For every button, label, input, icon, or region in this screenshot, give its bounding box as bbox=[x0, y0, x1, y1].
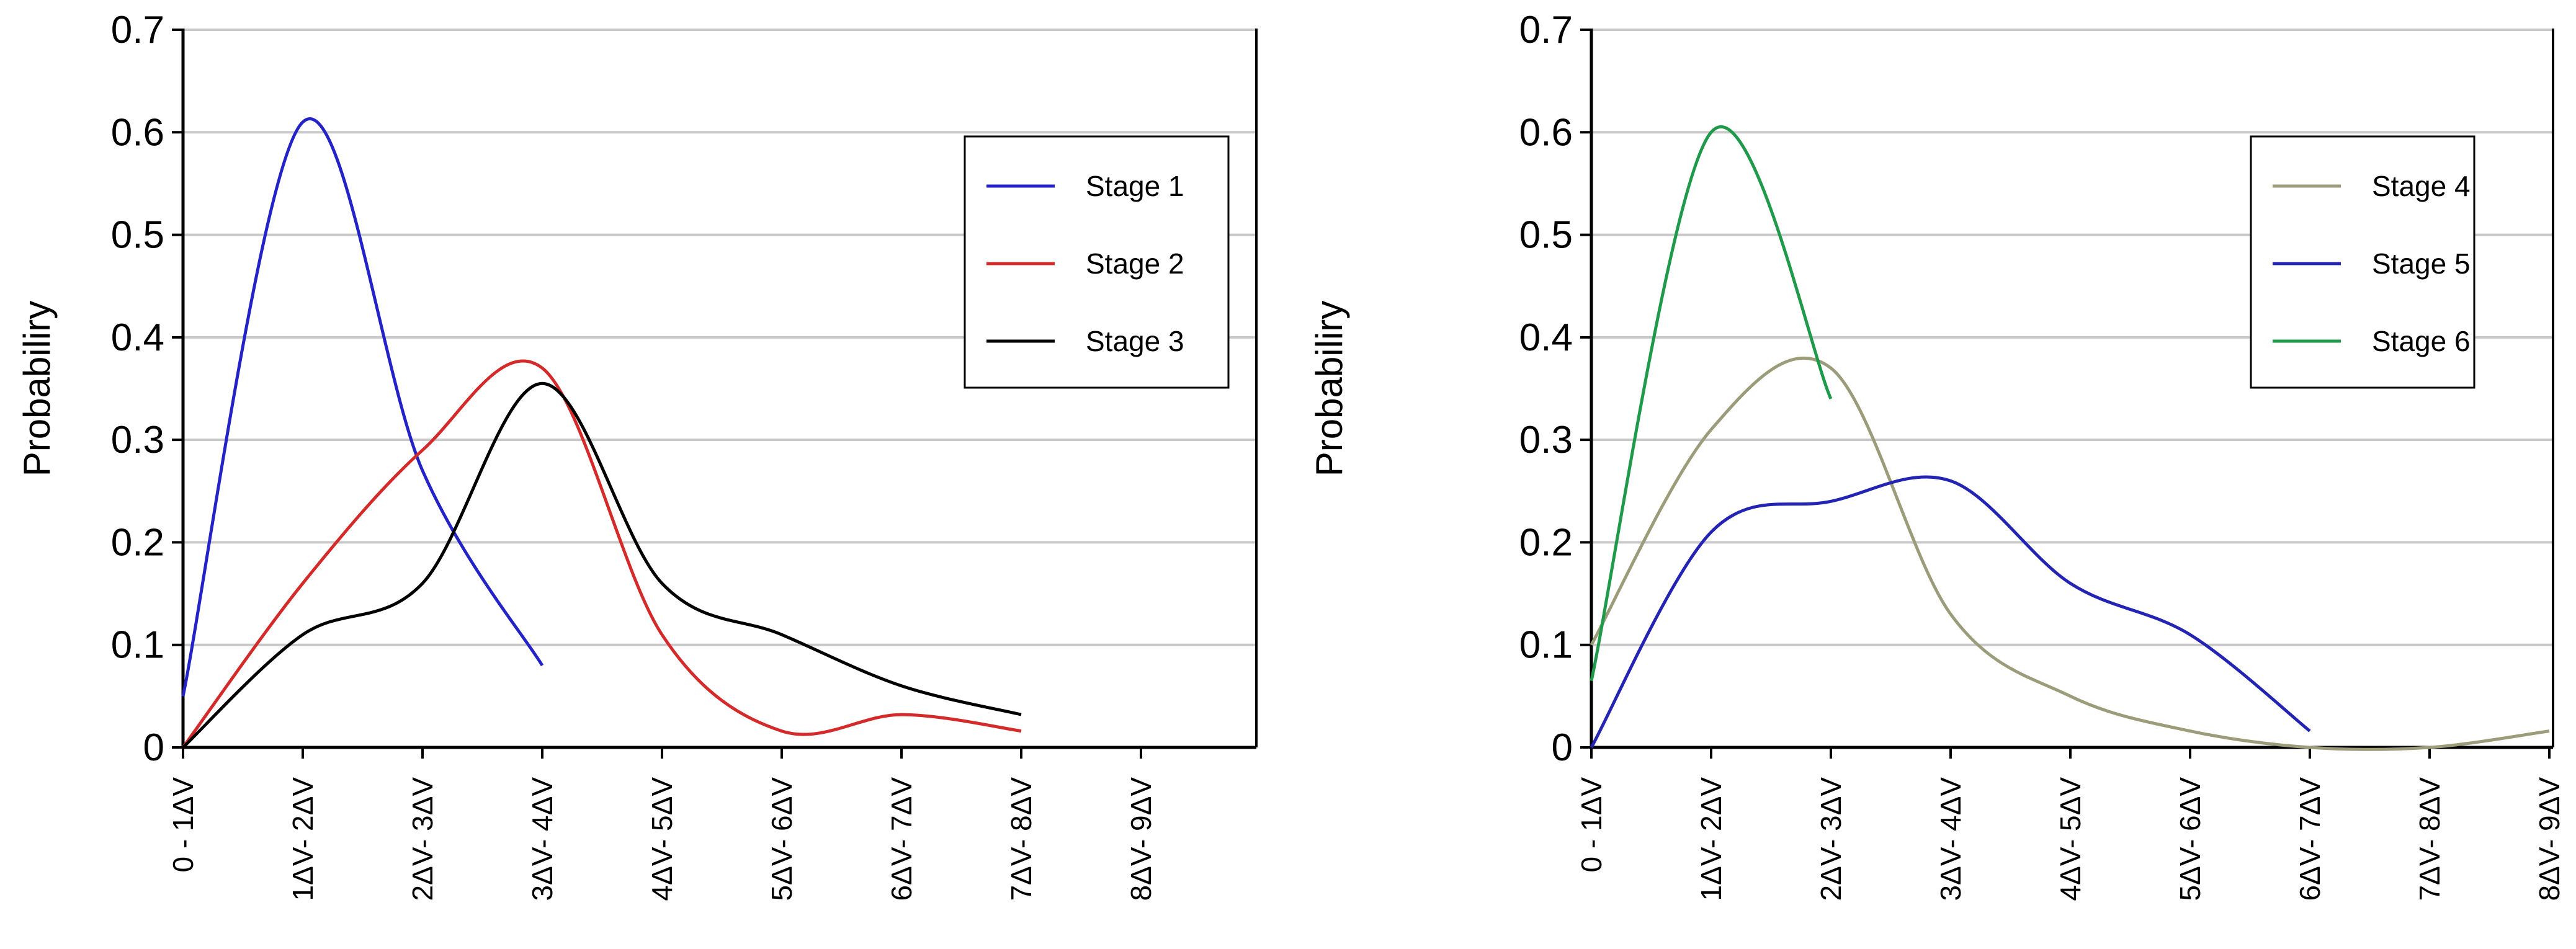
series-line bbox=[182, 381, 1022, 749]
y-tick-label: 0.1 bbox=[111, 624, 164, 667]
y-tick-label: 0.6 bbox=[1519, 111, 1573, 154]
x-tick-label: 8ΔV- 9ΔV bbox=[2533, 777, 2565, 901]
x-tick-label: 4ΔV- 5ΔV bbox=[2054, 777, 2086, 901]
x-tick-label: 5ΔV- 6ΔV bbox=[2174, 777, 2206, 901]
x-tick-label: 1ΔV- 2ΔV bbox=[1695, 777, 1727, 901]
x-tick-label: 7ΔV- 8ΔV bbox=[2413, 777, 2446, 901]
x-tick-label: 5ΔV- 6ΔV bbox=[766, 777, 798, 901]
legend-label: Stage 1 bbox=[1086, 170, 1184, 202]
x-tick-label: 8ΔV- 9ΔV bbox=[1125, 777, 1157, 901]
y-axis-label: Probabiliry bbox=[16, 301, 58, 476]
series-line bbox=[1590, 356, 2550, 751]
x-tick-label: 2ΔV- 3ΔV bbox=[1815, 777, 1847, 901]
y-tick-label: 0.1 bbox=[1519, 624, 1573, 667]
x-tick-label: 2ΔV- 3ΔV bbox=[406, 777, 439, 901]
x-tick-label: 4ΔV- 5ΔV bbox=[646, 777, 678, 901]
y-tick-label: 0.4 bbox=[111, 316, 164, 359]
series-line bbox=[1590, 475, 2311, 749]
y-tick-label: 0 bbox=[143, 726, 164, 769]
y-tick-label: 0.3 bbox=[1519, 419, 1573, 461]
y-tick-label: 0.3 bbox=[111, 419, 164, 461]
x-tick-label: 1ΔV- 2ΔV bbox=[287, 777, 319, 901]
chart-panel-left: 0 0.1 0.2 0.3 0.4 0.5 0.6 0.7 0 - 1ΔV 1ΔV- 2ΔV 2ΔV… bbox=[16, 9, 1258, 901]
y-tick-label: 0.2 bbox=[111, 521, 164, 564]
chart-panel-right: 0 0.1 0.2 0.3 0.4 0.5 0.6 0.7 0 - 1ΔV 1ΔV- 2ΔV 2ΔV… bbox=[1308, 9, 2565, 901]
series-line bbox=[1590, 125, 1833, 682]
x-tick-label: 7ΔV- 8ΔV bbox=[1005, 777, 1037, 901]
legend-label: Stage 6 bbox=[2372, 325, 2471, 357]
y-axis-label: Probabiliry bbox=[1308, 301, 1350, 476]
legend-label: Stage 2 bbox=[1086, 247, 1184, 280]
y-tick-label: 0.4 bbox=[1519, 316, 1573, 359]
y-tick-label: 0.2 bbox=[1519, 521, 1573, 564]
x-tick-label: 6ΔV- 7ΔV bbox=[2294, 777, 2326, 901]
y-tick-label: 0.6 bbox=[111, 111, 164, 154]
y-tick-label: 0.5 bbox=[111, 214, 164, 257]
x-tick-label: 0 - 1ΔV bbox=[1575, 777, 1608, 873]
x-tick-label: 0 - 1ΔV bbox=[167, 777, 199, 873]
y-tick-label: 0 bbox=[1552, 726, 1573, 769]
y-tick-label: 0.7 bbox=[1519, 9, 1573, 51]
x-tick-label: 6ΔV- 7ΔV bbox=[885, 777, 918, 901]
y-tick-label: 0.5 bbox=[1519, 214, 1573, 257]
series-line bbox=[181, 117, 544, 697]
legend-label: Stage 5 bbox=[2372, 247, 2471, 280]
legend-label: Stage 3 bbox=[1086, 325, 1184, 357]
x-tick-label: 3ΔV- 4ΔV bbox=[526, 777, 558, 901]
y-tick-label: 0.7 bbox=[111, 9, 164, 51]
x-tick-label: 3ΔV- 4ΔV bbox=[1934, 777, 1967, 901]
legend-label: Stage 4 bbox=[2372, 170, 2471, 202]
series-line bbox=[181, 359, 1022, 749]
